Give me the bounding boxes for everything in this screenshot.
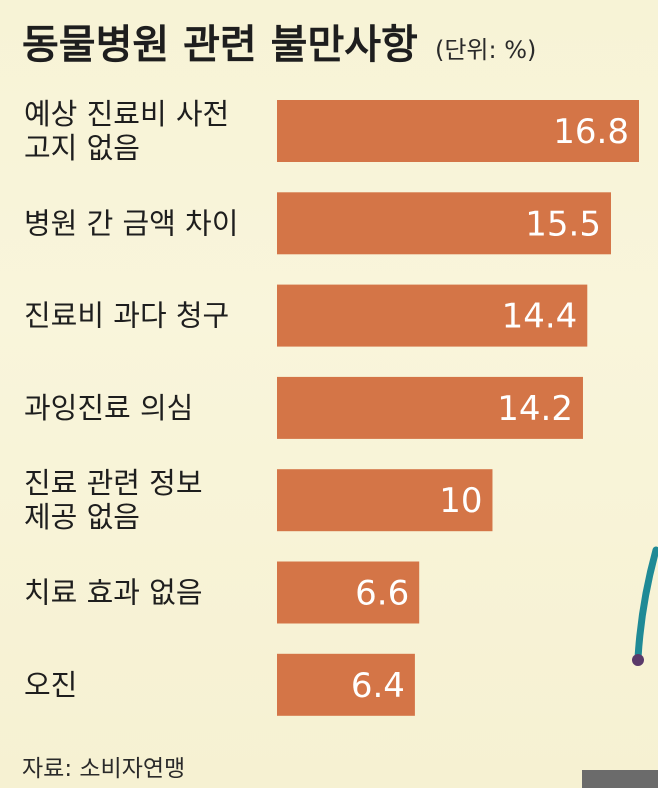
value-label: 16.8 (553, 112, 629, 152)
category-label: 병원 간 금액 차이 (24, 206, 238, 240)
chart-title: 동물병원 관련 불만사항 (22, 22, 418, 68)
bar (277, 192, 611, 255)
bars-group (277, 100, 639, 716)
value-label: 14.4 (502, 297, 578, 337)
bar (277, 653, 415, 716)
category-label: 치료 효과 없음 (24, 576, 203, 610)
value-labels-group: 16.8 15.5 14.4 14.2 10 6.6 6.4 (351, 112, 629, 706)
chart-unit: (단위: %) (435, 36, 536, 64)
chart-title-line: 동물병원 관련 불만사항 (단위: %) (22, 22, 536, 68)
corner-block (582, 770, 658, 788)
category-label: 오진 (24, 668, 77, 702)
category-label: 진료 관련 정보 (24, 466, 203, 500)
category-label: 진료비 과다 청구 (24, 299, 229, 333)
value-label: 15.5 (525, 204, 601, 244)
bar (277, 376, 583, 439)
bar (277, 469, 493, 532)
bar (277, 561, 420, 624)
bar (277, 100, 639, 162)
source-note: 자료: 소비자연맹 (22, 756, 185, 782)
category-label: 고지 없음 (24, 131, 140, 165)
category-label: 과잉진료 의심 (24, 391, 193, 425)
category-label: 예상 진료비 사전 (24, 97, 229, 131)
value-label: 6.6 (355, 574, 409, 614)
decorative-curve-icon (634, 546, 658, 662)
value-label: 10 (439, 481, 482, 521)
bar (277, 284, 588, 347)
value-label: 6.4 (351, 666, 405, 706)
decorative-dot-icon (632, 654, 644, 666)
category-label: 제공 없음 (24, 500, 140, 534)
value-label: 14.2 (497, 389, 573, 429)
